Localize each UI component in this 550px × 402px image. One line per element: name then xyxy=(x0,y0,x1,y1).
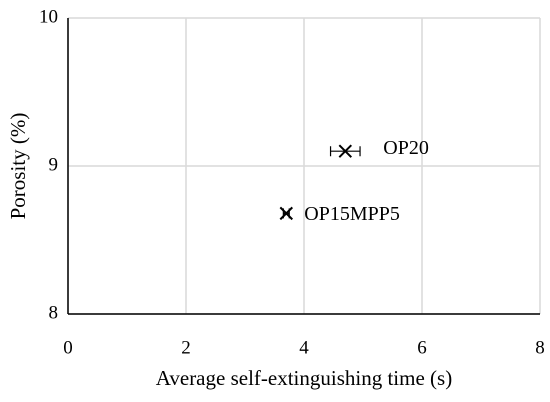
y-tick-label: 10 xyxy=(39,6,58,27)
x-tick-label: 8 xyxy=(535,337,545,358)
x-tick-label: 0 xyxy=(63,337,73,358)
point xyxy=(279,206,294,221)
x-tick-label: 4 xyxy=(299,337,309,358)
x-tick-label: 2 xyxy=(181,337,191,358)
y-axis-label: Porosity (%) xyxy=(6,113,30,220)
x-axis-label: Average self-extinguishing time (s) xyxy=(156,366,452,390)
y-tick-label: 8 xyxy=(49,302,59,323)
point-label: OP20 xyxy=(383,137,429,159)
point-label: OP15MPP5 xyxy=(304,203,400,225)
point xyxy=(338,144,353,158)
y-tick-label: 9 xyxy=(49,154,59,175)
x-tick-label: 6 xyxy=(417,337,427,358)
